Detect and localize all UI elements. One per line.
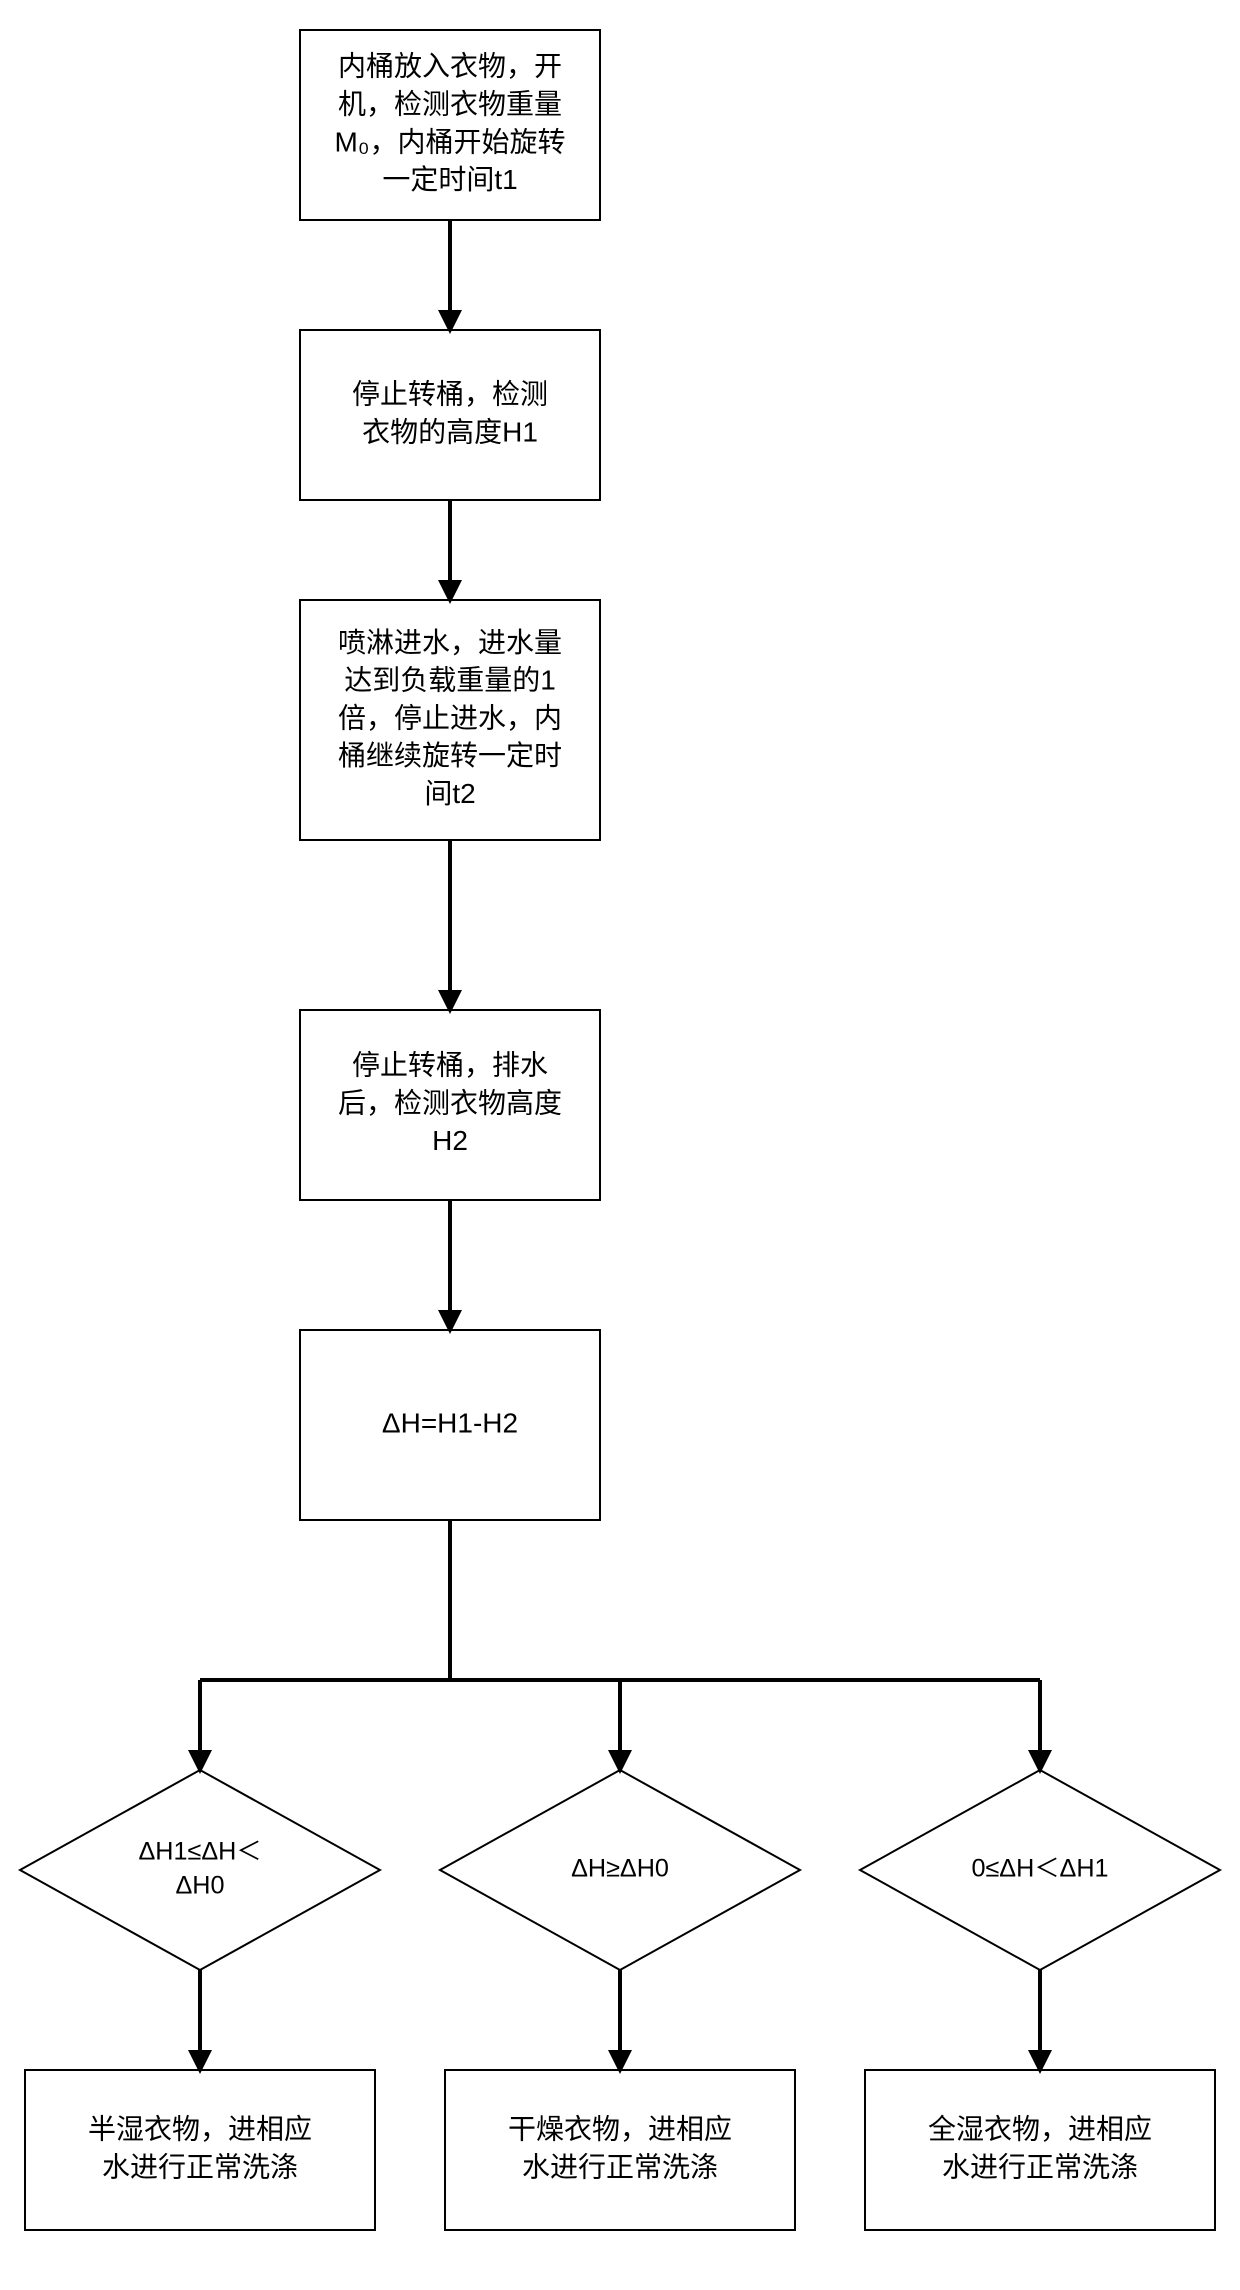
node-text: 全湿衣物，进相应 xyxy=(928,2113,1152,2144)
node-text: 桶继续旋转一定时 xyxy=(338,740,562,771)
node-text: 机，检测衣物重量 xyxy=(338,88,562,119)
node-text: 水进行正常洗涤 xyxy=(102,2151,298,2182)
flow-diamond-d1 xyxy=(20,1770,380,1970)
node-text: ΔH0 xyxy=(175,1872,224,1900)
flowchart-canvas: 内桶放入衣物，开机，检测衣物重量 M₀，内桶开始旋转一定时间t1 停止转桶，检测衣物… xyxy=(0,0,1240,2290)
node-text: ΔH≥ΔH0 xyxy=(571,1855,669,1883)
node-text: M₀，内桶开始旋转 xyxy=(335,126,566,157)
node-text: ΔH1≤ΔH＜ xyxy=(138,1838,261,1866)
node-text: 内桶放入衣物，开 xyxy=(338,51,562,82)
node-text: 水进行正常洗涤 xyxy=(522,2151,718,2182)
node-text: ΔH=H1-H2 xyxy=(382,1407,518,1438)
flow-box-n2 xyxy=(300,330,600,500)
node-text: 喷淋进水，进水量 xyxy=(338,627,562,658)
node-text: H2 xyxy=(432,1125,468,1156)
node-text: 半湿衣物，进相应 xyxy=(88,2113,312,2144)
flow-box-r1 xyxy=(25,2070,375,2230)
node-text: 0≤ΔH＜ΔH1 xyxy=(971,1855,1108,1883)
flow-box-r3 xyxy=(865,2070,1215,2230)
node-text: 后，检测衣物高度 xyxy=(338,1087,562,1118)
node-text: 倍，停止进水，内 xyxy=(338,702,562,733)
node-text: 一定时间t1 xyxy=(382,164,517,195)
flow-box-r2 xyxy=(445,2070,795,2230)
node-text: 停止转桶，检测 xyxy=(352,378,548,409)
node-text: 干燥衣物，进相应 xyxy=(508,2113,732,2144)
node-text: 水进行正常洗涤 xyxy=(942,2151,1138,2182)
node-text: 达到负载重量的1 xyxy=(344,665,556,696)
node-text: 间t2 xyxy=(424,778,475,809)
node-text: 停止转桶，排水 xyxy=(352,1050,548,1081)
node-text: 衣物的高度H1 xyxy=(362,416,538,447)
